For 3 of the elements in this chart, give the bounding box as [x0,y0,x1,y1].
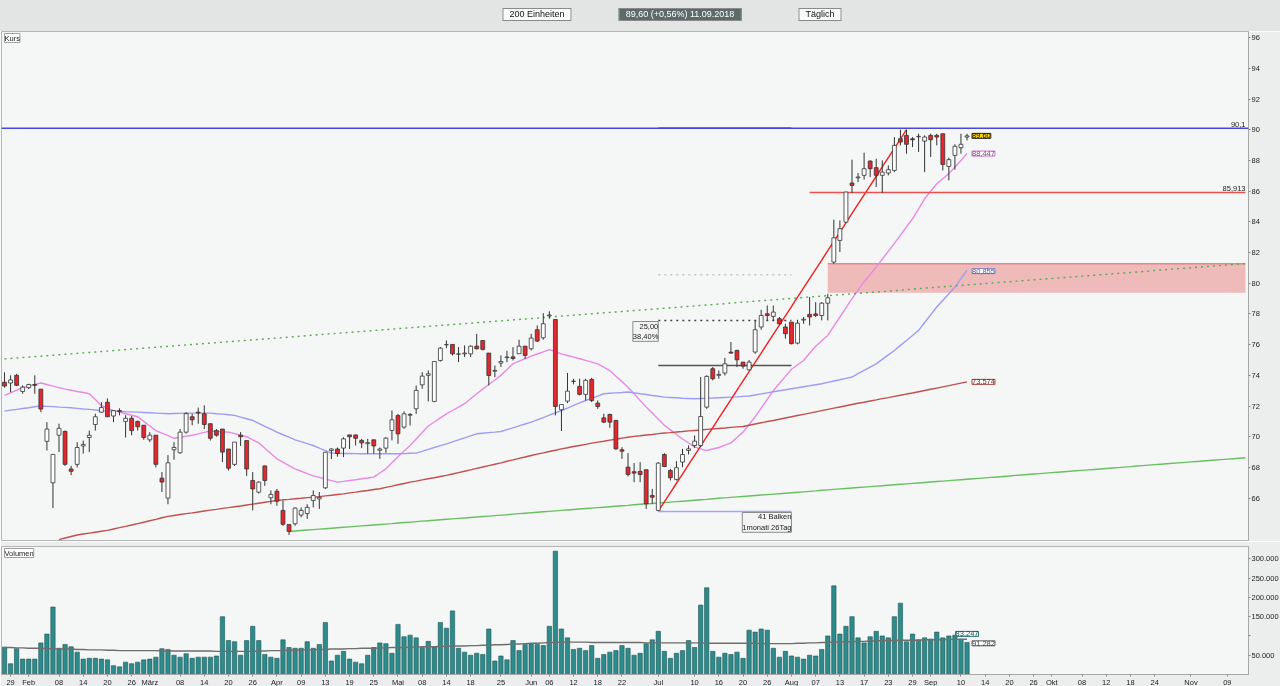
text: 200 Einheiten [502,8,572,21]
chart-subtitle: 89,60 (+0,56%) 11.09.2018 [618,8,742,21]
text: Täglich [798,8,842,21]
